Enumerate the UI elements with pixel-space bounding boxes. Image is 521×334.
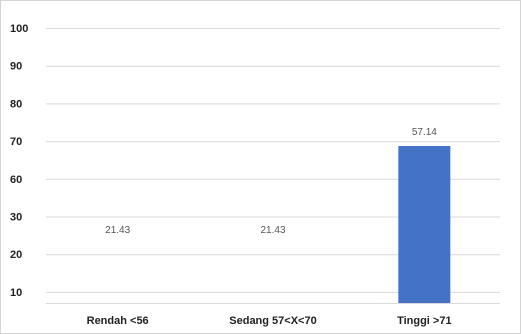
data-labels: 21.43 21.43 57.14	[105, 127, 437, 236]
x-axis-categories: Rendah <56 Sedang 57<X<70 Tinggi >71	[87, 315, 452, 327]
data-label: 57.14	[412, 127, 437, 138]
x-category-label: Tinggi >71	[397, 315, 452, 327]
y-tick-label: 90	[10, 61, 22, 73]
y-tick-label: 100	[10, 23, 28, 35]
y-tick-label: 20	[10, 249, 22, 261]
y-axis-ticks: 100 90 80 70 60 30 20 10	[10, 23, 28, 299]
y-tick-label: 60	[10, 174, 22, 186]
y-tick-label: 10	[10, 287, 22, 299]
y-tick-label: 30	[10, 212, 22, 224]
data-label: 21.43	[105, 225, 130, 236]
data-label: 21.43	[260, 225, 285, 236]
y-tick-label: 80	[10, 98, 22, 110]
x-category-label: Sedang 57<X<70	[229, 315, 316, 327]
y-tick-label: 70	[10, 136, 22, 148]
x-category-label: Rendah <56	[87, 315, 149, 327]
bar-tinggi	[398, 146, 451, 303]
bars	[398, 146, 451, 303]
